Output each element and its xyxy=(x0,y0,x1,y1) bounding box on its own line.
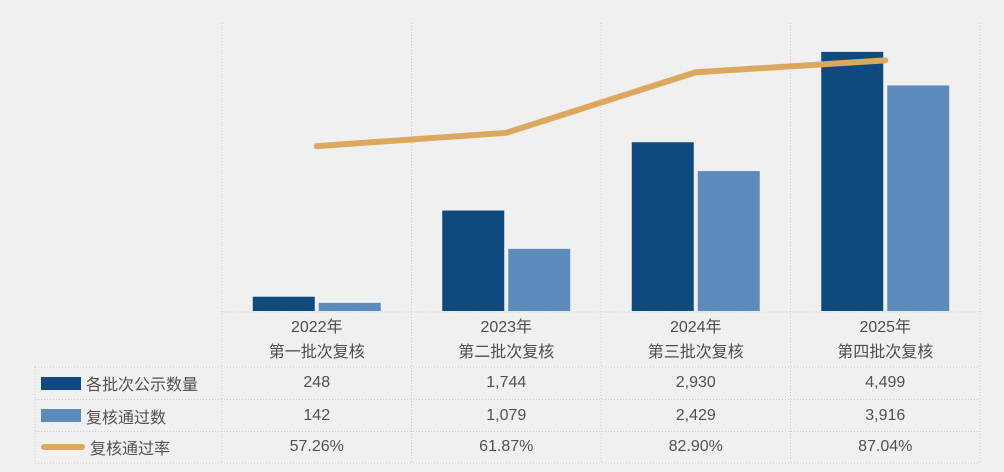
bar-published-count xyxy=(252,296,315,311)
legend-label: 复核通过率 xyxy=(90,441,171,459)
legend-item-passed-count: 复核通过数 xyxy=(35,400,222,432)
category-label: 2024年 第三批次复核 xyxy=(647,319,744,361)
bar-published-count xyxy=(442,210,505,311)
legend-item-published-count: 各批次公示数量 xyxy=(35,367,222,400)
bar-passed-count xyxy=(697,171,760,311)
value-cell-pass-rate: 87.04% xyxy=(858,438,913,456)
legend-label: 各批次公示数量 xyxy=(86,377,199,395)
bar-passed-count xyxy=(887,85,950,311)
bar-published-count xyxy=(821,51,884,311)
bar-published-count xyxy=(631,142,694,311)
legend-item-pass-rate: 复核通过率 xyxy=(35,432,222,464)
value-cell-published-count: 248 xyxy=(303,374,331,392)
value-cell-pass-rate: 61.87% xyxy=(479,438,534,456)
value-cell-passed-count: 142 xyxy=(303,406,331,424)
value-cell-pass-rate: 82.90% xyxy=(668,438,723,456)
value-cell-published-count: 2,930 xyxy=(675,374,716,392)
legend-label: 复核通过数 xyxy=(86,409,167,427)
category-label: 2025年 第四批次复核 xyxy=(837,319,934,361)
category-label: 2023年 第二批次复核 xyxy=(458,319,555,361)
bar-passed-count xyxy=(318,302,381,311)
value-cell-passed-count: 3,916 xyxy=(865,406,906,424)
value-cell-published-count: 4,499 xyxy=(865,374,906,392)
legend-swatch-pass-rate xyxy=(41,444,85,451)
value-cell-published-count: 1,744 xyxy=(486,374,527,392)
value-cell-pass-rate: 57.26% xyxy=(289,438,344,456)
bar-passed-count xyxy=(508,248,571,311)
value-cell-passed-count: 1,079 xyxy=(486,406,527,424)
review-pass-rate-line xyxy=(313,57,889,150)
value-cell-passed-count: 2,429 xyxy=(675,406,716,424)
legend-swatch-published-count xyxy=(41,376,81,390)
legend-swatch-passed-count xyxy=(41,409,81,422)
category-label: 2022年 第一批次复核 xyxy=(268,319,365,361)
